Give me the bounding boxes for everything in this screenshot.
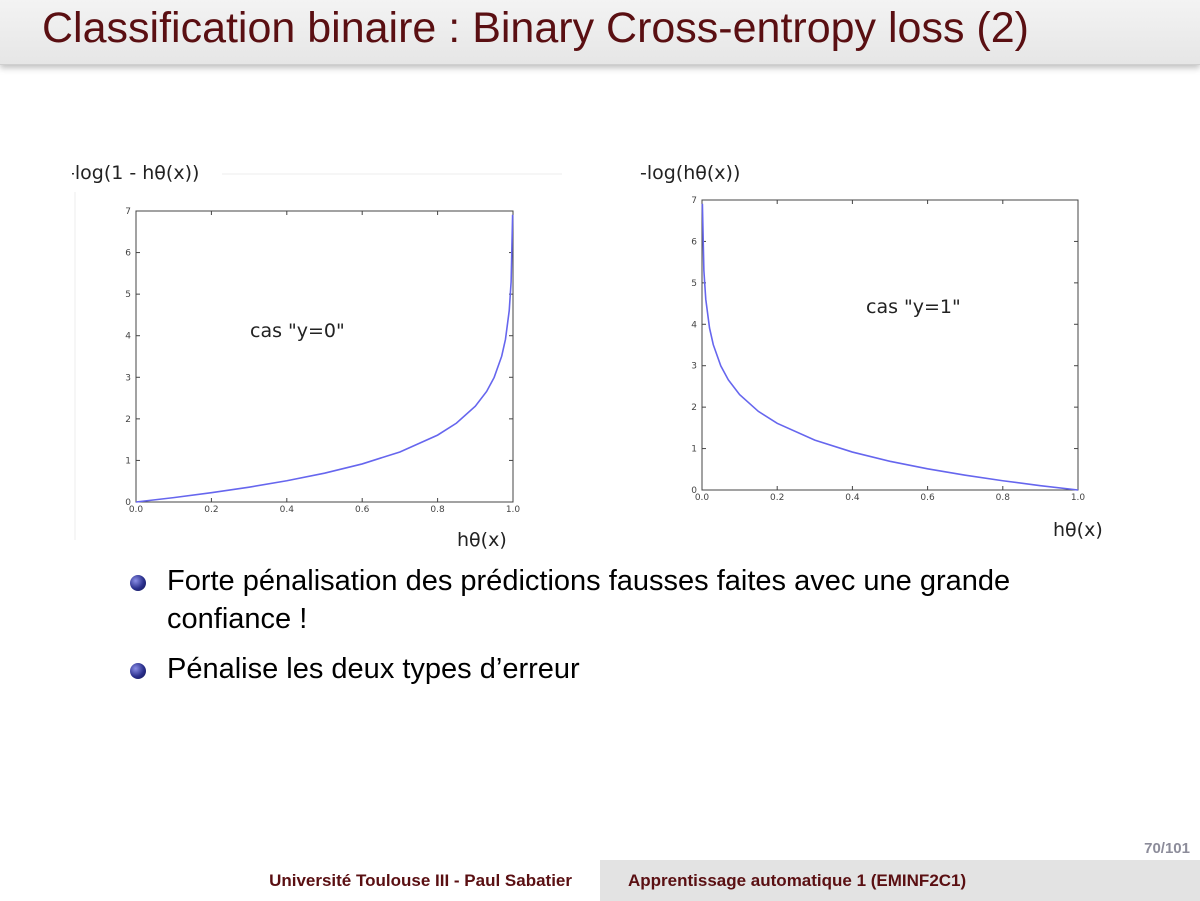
chart-left-svg: -log(1 - hθ(x)) 0.0 0.2 0.4 0.6 0.8 1.0 0 1 2 3 4… (72, 162, 562, 551)
bullet-item-error-types: Pénalise les deux types d’erreur (130, 650, 1130, 688)
y-tick-label: 5 (691, 279, 697, 289)
bullet-text: Pénalise les deux types d’erreur (167, 653, 580, 685)
y-tick-label: 7 (691, 196, 697, 206)
x-tick-label: 0.0 (695, 493, 710, 503)
x-tick-label: 0.6 (920, 493, 935, 503)
chart-title: -log(1 - hθ(x)) (72, 162, 199, 184)
bullet-list: Forte pénalisation des prédictions fauss… (130, 562, 1130, 700)
bullet-icon (130, 663, 146, 679)
chart-title: -log(hθ(x)) (640, 162, 740, 184)
x-tick-label: 1.0 (506, 505, 521, 515)
x-axis-label: hθ(x) (1053, 519, 1103, 541)
slide-title: Classification binaire : Binary Cross-en… (42, 4, 1029, 52)
x-tick-label: 0.2 (204, 505, 218, 515)
x-axis-label: hθ(x) (457, 529, 507, 551)
loss-curve-y1 (701, 203, 1079, 491)
y-tick-label: 5 (125, 290, 131, 300)
x-tick-label: 0.0 (129, 505, 144, 515)
title-bar: Classification binaire : Binary Cross-en… (0, 0, 1200, 65)
y-tick-label: 4 (125, 332, 131, 342)
bullet-icon (130, 575, 146, 591)
y-tick-label: 1 (691, 445, 697, 455)
chart-left-loss-y0: -log(1 - hθ(x)) 0.0 0.2 0.4 0.6 0.8 1.0 0 1 2 3 4… (72, 160, 572, 555)
x-tick-label: 0.8 (430, 505, 445, 515)
y-ticks: 0 1 2 3 4 5 6 7 (691, 196, 1078, 496)
page-number: 70/101 (1144, 840, 1190, 857)
y-tick-label: 6 (125, 249, 131, 259)
x-tick-label: 0.2 (770, 493, 784, 503)
x-tick-label: 0.4 (280, 505, 295, 515)
bullet-item-confidence: Forte pénalisation des prédictions fauss… (130, 562, 1130, 638)
plot-frame (135, 210, 514, 503)
bullet-text: Forte pénalisation des prédictions fauss… (167, 565, 1011, 635)
loss-curve-y0 (135, 214, 514, 503)
annotation-y1: cas "y=1" (866, 296, 961, 318)
footer: Université Toulouse III - Paul Sabatier … (0, 860, 1200, 901)
y-tick-label: 0 (125, 498, 131, 508)
x-tick-label: 0.6 (355, 505, 370, 515)
chart-right-svg: -log(hθ(x)) 0.0 0.2 0.4 0.6 0.8 1.0 01234567 … (640, 162, 1103, 541)
y-ticks: 0 1 2 3 4 5 6 7 (125, 207, 513, 508)
plot-frame (701, 199, 1079, 491)
y-tick-label: 3 (125, 373, 131, 383)
y-tick-label: 6 (691, 237, 697, 247)
footer-course: Apprentissage automatique 1 (EMINF2C1) (600, 860, 1200, 901)
x-ticks: 0.0 0.2 0.4 0.6 0.8 1.0 (695, 200, 1086, 503)
footer-university: Université Toulouse III - Paul Sabatier (0, 860, 600, 901)
y-tick-label: 7 (125, 207, 131, 217)
y-tick-label: 2 (125, 415, 131, 425)
x-tick-label: 0.4 (845, 493, 860, 503)
y-tick-label: 1 (125, 456, 131, 466)
y-tick-label: 3 (691, 362, 697, 372)
x-ticks: 0.0 0.2 0.4 0.6 0.8 1.0 (129, 211, 521, 515)
annotation-y0: cas "y=0" (250, 320, 345, 342)
y-tick-label: 4 (691, 320, 697, 330)
x-tick-label: 1.0 (1071, 493, 1086, 503)
y-tick-label: 0 (691, 486, 697, 496)
x-tick-label: 0.8 (996, 493, 1011, 503)
y-tick-label: 2 (691, 403, 697, 413)
